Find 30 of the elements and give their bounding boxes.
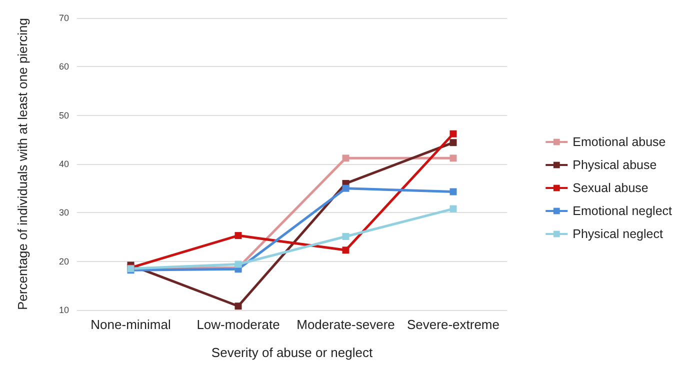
legend-label: Emotional abuse — [572, 135, 666, 149]
legend-label: Physical neglect — [572, 227, 664, 241]
point — [342, 154, 350, 162]
y-tick-label: 60 — [58, 62, 69, 72]
y-tick-label: 20 — [58, 256, 69, 266]
y-axis-title: Percentage of individuals with at least one piercing — [15, 18, 30, 310]
legend-label: Sexual abuse — [572, 181, 648, 195]
point — [450, 205, 457, 212]
x-tick-label: Severe-extreme — [407, 317, 500, 332]
point — [450, 139, 457, 146]
point — [342, 184, 350, 192]
x-tick-label: None-minimal — [90, 317, 171, 332]
x-tick-label: Moderate-severe — [296, 317, 395, 332]
legend-label: Emotional neglect — [572, 204, 673, 218]
y-tick-label: 30 — [58, 208, 69, 218]
y-tick-label: 40 — [58, 159, 69, 169]
legend-label: Physical abuse — [572, 158, 657, 172]
point — [342, 246, 350, 254]
point — [234, 232, 242, 240]
point — [450, 154, 457, 162]
x-tick-label: Low-moderate — [196, 317, 280, 332]
point — [450, 130, 457, 138]
y-tick-label: 50 — [58, 110, 69, 120]
y-tick-label: 70 — [58, 13, 69, 23]
point — [342, 233, 350, 240]
point — [234, 260, 242, 268]
y-tick-label: 10 — [58, 305, 69, 315]
point — [450, 188, 457, 196]
point — [234, 302, 242, 310]
x-axis-title: Severity of abuse or neglect — [211, 345, 373, 360]
